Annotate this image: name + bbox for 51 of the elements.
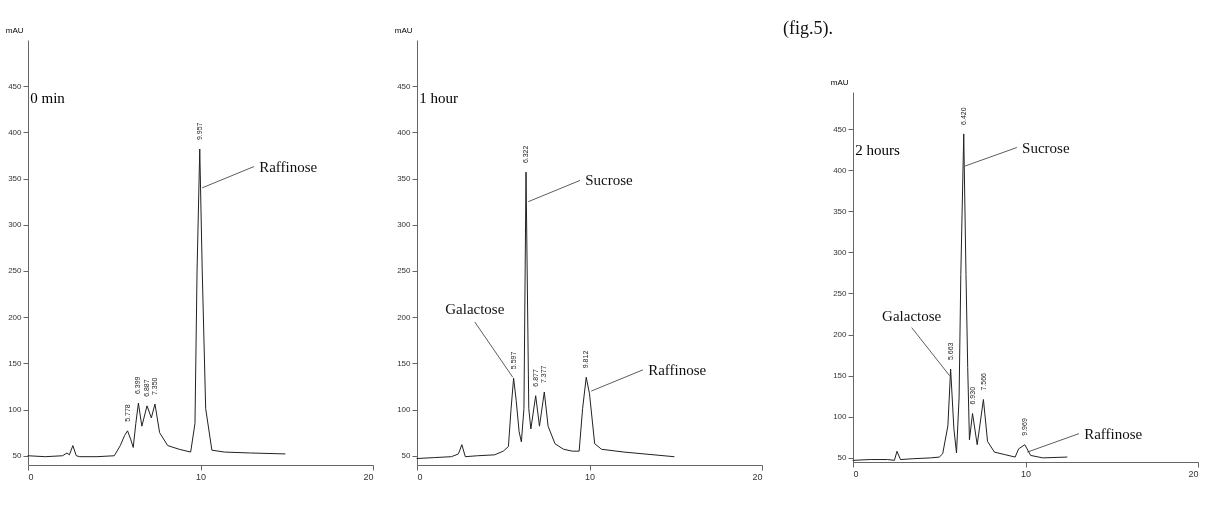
x-tick-label: 10 xyxy=(195,471,207,482)
y-tick-label: 350 xyxy=(833,206,848,216)
y-tick-label: 100 xyxy=(833,412,848,422)
text: 2 hours xyxy=(855,142,900,158)
y-tick-label: 400 xyxy=(8,127,23,137)
x-tick-label: 0 xyxy=(28,471,34,482)
y-tick-label: 200 xyxy=(833,330,848,340)
y-tick-label: 300 xyxy=(833,247,848,257)
y-tick-label: 350 xyxy=(397,174,412,184)
x-tick-label: 20 xyxy=(1188,468,1199,479)
y-tick-label: 50 xyxy=(837,453,848,463)
annotation: Sucrose xyxy=(1022,139,1070,156)
y-tick-label: 150 xyxy=(833,371,848,381)
y-tick-label: 100 xyxy=(397,405,412,415)
y-axis-title: mAU xyxy=(5,25,24,35)
x-tick-label: 10 xyxy=(584,471,596,482)
y-tick-label: 300 xyxy=(8,220,23,230)
annotation: Sucrose xyxy=(585,172,634,189)
annotation: Galactose xyxy=(882,308,942,325)
y-tick-label: 50 xyxy=(12,451,23,461)
annotation: Raffinose xyxy=(1084,425,1143,442)
y-axis-title: mAU xyxy=(394,25,413,35)
y-tick-label: 350 xyxy=(8,174,23,184)
y-tick-label: 400 xyxy=(833,165,848,175)
annotation: Raffinose xyxy=(259,158,318,175)
y-tick-label: 400 xyxy=(397,127,412,137)
y-tick-label: 150 xyxy=(8,358,23,368)
y-tick-label: 300 xyxy=(397,220,412,230)
y-axis-title: mAU xyxy=(830,77,849,87)
y-tick-label: 250 xyxy=(833,288,848,298)
line-series xyxy=(852,133,1068,461)
y-tick-label: 150 xyxy=(397,358,412,368)
y-tick-label: 450 xyxy=(8,81,23,91)
y-tick-label: 200 xyxy=(397,312,412,322)
annotation: Galactose xyxy=(445,301,505,318)
y-tick-label: 450 xyxy=(397,81,412,91)
x-tick-label: 20 xyxy=(752,471,763,482)
annotation: Raffinose xyxy=(648,361,707,378)
y-tick-label: 250 xyxy=(397,266,412,276)
x-tick-label: 20 xyxy=(363,471,374,482)
text: 0 min xyxy=(30,90,66,106)
y-tick-label: 100 xyxy=(8,405,23,415)
x-tick-label: 0 xyxy=(853,468,859,479)
text: (fig.5). xyxy=(783,18,833,39)
y-tick-label: 50 xyxy=(401,451,412,461)
x-tick-label: 0 xyxy=(417,471,423,482)
y-tick-label: 200 xyxy=(8,312,23,322)
x-tick-label: 10 xyxy=(1020,468,1032,479)
y-tick-label: 450 xyxy=(833,124,848,134)
y-tick-label: 250 xyxy=(8,266,23,276)
text: 1 hour xyxy=(419,90,458,106)
